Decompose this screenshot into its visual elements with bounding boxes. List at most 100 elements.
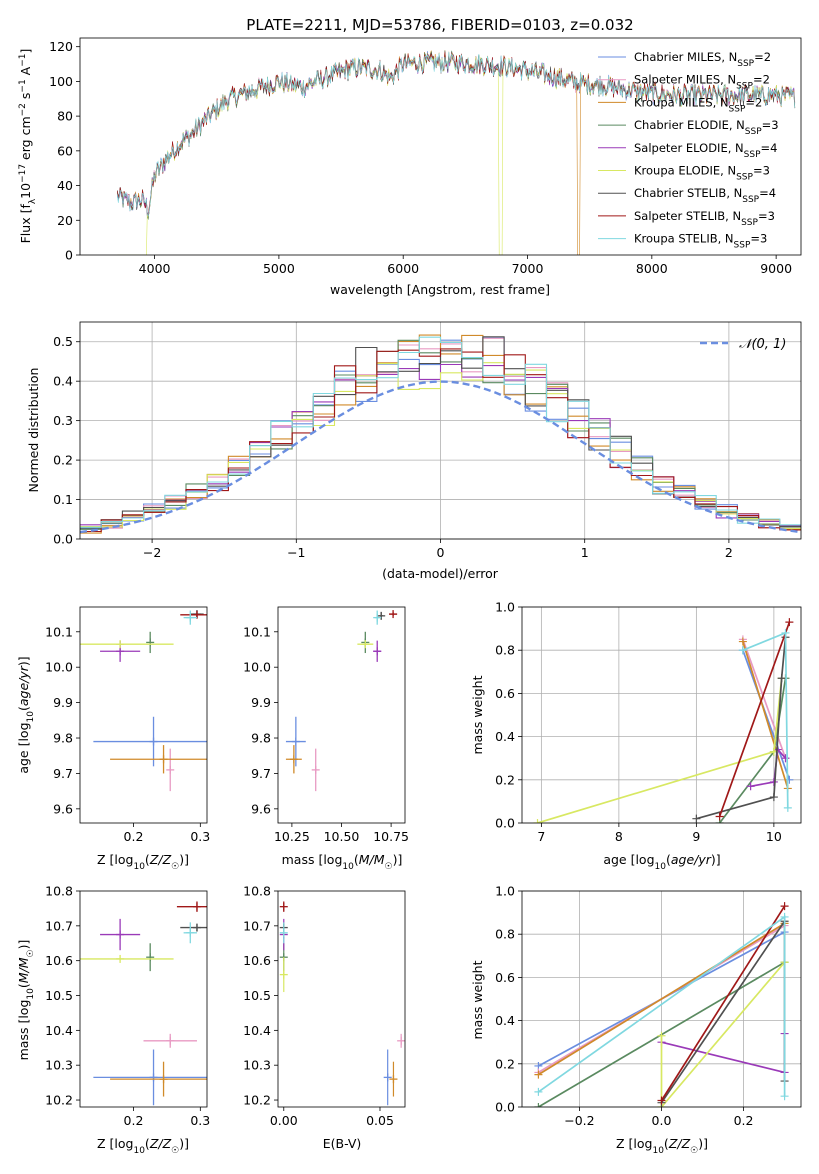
- x-tick-label: 0.3: [190, 829, 210, 844]
- y-tick-label: 9.8: [251, 731, 271, 746]
- series-line: [660, 918, 786, 1104]
- x-tick-label: 9000: [760, 261, 792, 276]
- series-line: [696, 637, 787, 820]
- legend-entry: Salpeter MILES, NSSP=2: [634, 73, 770, 92]
- x-axis-label: Z [log10(Z/Z☉)]: [616, 1136, 708, 1156]
- data-point: [534, 1103, 543, 1107]
- x-tick-label: 0: [437, 545, 445, 560]
- y-tick-label: 10.8: [45, 884, 73, 899]
- x-tick-label: 1: [581, 545, 589, 560]
- x-axis-label: Z [log10(Z/Z☉)]: [97, 852, 189, 872]
- data-point: [534, 1087, 543, 1096]
- y-axis-label: mass weight: [470, 960, 485, 1039]
- y-tick-label: 10.2: [45, 1093, 73, 1108]
- data-point: [780, 912, 789, 921]
- y-tick-label: 0.0: [495, 1100, 515, 1115]
- page-title: PLATE=2211, MJD=53786, FIBERID=0103, z=0…: [246, 16, 633, 34]
- y-tick-label: 0.2: [53, 453, 73, 468]
- y-tick-label: 0.4: [53, 374, 73, 389]
- data-point: [777, 674, 786, 683]
- x-tick-label: 8000: [636, 261, 668, 276]
- axes-frame: [79, 321, 802, 540]
- y-tick-label: 20: [57, 213, 73, 228]
- residuals-panel: −2 −1 0 1 2 0.0 0.1 0.2 0.3 0.4 0.5 (data-model)/er…: [26, 321, 802, 581]
- legend-entry: Kroupa ELODIE, NSSP=3: [634, 164, 770, 183]
- y-tick-label: 0.4: [495, 729, 515, 744]
- y-axis-label: Normed distribution: [26, 368, 41, 493]
- weight-vs-z-panel: −0.2 0.0 0.2 0.0 0.2 0.4 0.6 0.8 1.0 Z [log10(Z/Z…: [470, 884, 802, 1156]
- normal-curve: [80, 380, 801, 534]
- y-tick-label: 9.6: [53, 801, 73, 816]
- x-tick-label: 10: [766, 829, 782, 844]
- x-axis-label: (data-model)/error: [382, 566, 499, 581]
- y-tick-label: 1.0: [495, 600, 515, 615]
- data-point: [783, 803, 792, 812]
- y-tick-label: 0.8: [495, 643, 515, 658]
- x-tick-label: 0.3: [190, 1113, 210, 1128]
- legend-entry: Salpeter ELODIE, NSSP=4: [634, 141, 777, 160]
- x-axis-label: wavelength [Angstrom, rest frame]: [330, 282, 550, 297]
- y-axis-label: mass weight: [470, 675, 485, 754]
- data-point: [780, 902, 789, 911]
- plot-area: [117, 50, 796, 255]
- x-tick-label: 10.50: [324, 829, 360, 844]
- y-tick-label: 10.6: [243, 953, 271, 968]
- x-tick-label: 0.2: [124, 829, 144, 844]
- data-point: [715, 812, 724, 821]
- x-tick-label: −0.2: [564, 1113, 594, 1128]
- axes-frame: [521, 606, 802, 824]
- mass-vs-z-panel: 0.2 0.3 10.2 10.3 10.4 10.5 10.6 10.7 10.8 Z [log…: [16, 884, 210, 1157]
- y-tick-label: 0.2: [495, 772, 515, 787]
- data-point: [692, 814, 701, 823]
- legend-entry: Kroupa MILES, NSSP=2: [634, 95, 762, 114]
- series-line: [537, 922, 786, 1076]
- x-tick-label: 10.75: [373, 829, 409, 844]
- series-line: [718, 621, 791, 817]
- x-tick-label: 5000: [263, 261, 295, 276]
- x-tick-label: 0.05: [366, 1113, 394, 1128]
- series-line: [537, 678, 783, 823]
- x-tick-label: 0.0: [652, 1113, 672, 1128]
- axes-frame: [277, 606, 406, 824]
- y-tick-label: 9.6: [251, 801, 271, 816]
- plot-area: [534, 902, 789, 1107]
- y-tick-label: 10.0: [45, 660, 73, 675]
- y-tick-label: 0.5: [53, 334, 73, 349]
- plot-area: [285, 610, 398, 792]
- x-tick-label: 2: [725, 545, 733, 560]
- y-tick-label: 10.3: [243, 1058, 271, 1073]
- data-point: [738, 646, 747, 655]
- y-tick-label: 80: [57, 109, 73, 124]
- legend-entry: Chabrier MILES, NSSP=2: [634, 50, 771, 69]
- y-tick-label: 10.5: [45, 988, 73, 1003]
- spectrum-line: [117, 51, 796, 218]
- age-vs-mass-panel: 10.25 10.50 10.75 9.6 9.7 9.8 9.9 10.0 10.1 mass …: [243, 606, 409, 872]
- x-tick-label: 8: [615, 829, 623, 844]
- legend-entry: Salpeter STELIB, NSSP=3: [634, 209, 775, 228]
- axes-frame: [521, 890, 802, 1108]
- x-tick-label: 0.2: [734, 1113, 754, 1128]
- y-tick-label: 10.6: [45, 953, 73, 968]
- x-tick-label: 4000: [139, 261, 171, 276]
- axes-frame: [79, 37, 802, 256]
- data-point: [746, 782, 755, 791]
- legend: Chabrier MILES, NSSP=2 Salpeter MILES, NS…: [598, 50, 779, 251]
- y-tick-label: 0.4: [495, 1013, 515, 1028]
- data-point: [781, 754, 790, 763]
- plot-area: [80, 610, 207, 792]
- y-tick-label: 10.5: [243, 988, 271, 1003]
- x-tick-label: −1: [287, 545, 305, 560]
- y-tick-label: 10.4: [243, 1023, 271, 1038]
- y-tick-label: 0.6: [495, 686, 515, 701]
- y-tick-label: 10.1: [243, 624, 271, 639]
- legend-entry: 𝒩(0, 1): [739, 337, 786, 352]
- y-tick-label: 10.8: [243, 884, 271, 899]
- legend-entry: Kroupa STELIB, NSSP=3: [634, 232, 767, 251]
- axes-frame: [277, 890, 406, 1108]
- y-tick-label: 10.3: [45, 1058, 73, 1073]
- data-point: [780, 1092, 789, 1101]
- x-tick-label: 0.00: [270, 1113, 298, 1128]
- y-tick-label: 9.9: [53, 695, 73, 710]
- series-line: [742, 641, 789, 789]
- y-tick-label: 0.8: [495, 927, 515, 942]
